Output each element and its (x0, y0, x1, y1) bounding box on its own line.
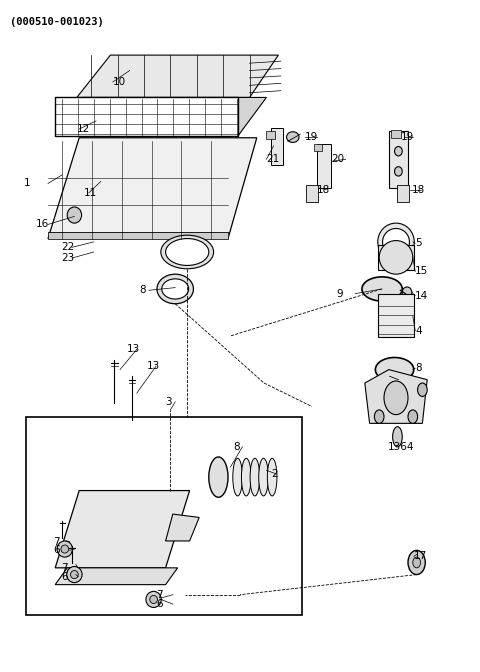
Polygon shape (166, 514, 199, 541)
Polygon shape (55, 568, 178, 585)
Text: 7: 7 (156, 590, 163, 599)
Ellipse shape (67, 207, 82, 223)
Text: 15: 15 (415, 267, 429, 276)
Text: 1: 1 (24, 179, 31, 188)
Polygon shape (55, 491, 190, 568)
Text: 8: 8 (139, 286, 146, 295)
Ellipse shape (161, 235, 214, 269)
Text: 16: 16 (36, 220, 49, 229)
Ellipse shape (241, 458, 251, 496)
Polygon shape (365, 370, 427, 423)
Ellipse shape (362, 277, 402, 301)
Text: 11: 11 (84, 188, 97, 198)
Text: 4: 4 (415, 326, 422, 335)
Text: 18: 18 (412, 185, 425, 194)
Bar (314, 144, 322, 151)
Ellipse shape (383, 228, 409, 255)
Ellipse shape (395, 167, 402, 176)
Text: 22: 22 (61, 243, 75, 252)
Text: (000510-001023): (000510-001023) (10, 17, 103, 27)
Ellipse shape (162, 279, 189, 299)
Text: 7: 7 (61, 563, 68, 573)
Ellipse shape (395, 146, 402, 156)
Ellipse shape (250, 458, 260, 496)
Text: 17: 17 (414, 552, 427, 561)
Ellipse shape (57, 541, 72, 557)
Polygon shape (48, 138, 257, 239)
Bar (378, 245, 414, 270)
Bar (55, 97, 238, 136)
Ellipse shape (408, 550, 425, 575)
Ellipse shape (378, 223, 414, 261)
Bar (271, 128, 283, 165)
Text: 14: 14 (415, 291, 429, 300)
Text: 7: 7 (53, 537, 60, 546)
Text: 18: 18 (317, 185, 330, 194)
Ellipse shape (374, 410, 384, 423)
Text: 13: 13 (127, 345, 141, 354)
Bar (48, 232, 228, 239)
Text: 10: 10 (113, 77, 126, 87)
Text: 6: 6 (61, 572, 68, 581)
Bar (26, 417, 302, 615)
Bar (317, 144, 331, 188)
Ellipse shape (146, 591, 161, 607)
Ellipse shape (402, 287, 412, 298)
Bar (397, 185, 409, 202)
Ellipse shape (71, 571, 78, 579)
Polygon shape (55, 97, 266, 136)
Ellipse shape (166, 239, 209, 265)
Polygon shape (77, 55, 278, 97)
Ellipse shape (418, 383, 427, 396)
Bar (389, 131, 408, 188)
Text: 19: 19 (305, 132, 318, 142)
Text: 5: 5 (415, 239, 422, 248)
Bar (391, 130, 401, 138)
Ellipse shape (61, 545, 69, 553)
Text: 13: 13 (146, 362, 160, 371)
Ellipse shape (150, 595, 157, 603)
Ellipse shape (375, 358, 414, 382)
Ellipse shape (157, 274, 193, 304)
Ellipse shape (413, 557, 420, 568)
Text: 12: 12 (77, 124, 90, 134)
Text: 6: 6 (53, 546, 60, 555)
Text: 3: 3 (166, 397, 172, 407)
Text: 9: 9 (336, 289, 343, 298)
Ellipse shape (384, 381, 408, 415)
Ellipse shape (393, 427, 402, 447)
Ellipse shape (408, 410, 418, 423)
Bar (306, 185, 318, 202)
Ellipse shape (233, 458, 242, 496)
Text: 2: 2 (271, 469, 278, 478)
Bar (378, 294, 414, 337)
Ellipse shape (287, 132, 299, 142)
Text: 8: 8 (415, 364, 422, 373)
Text: 21: 21 (266, 155, 280, 164)
Text: 23: 23 (61, 253, 75, 263)
Ellipse shape (379, 241, 413, 274)
Ellipse shape (259, 458, 268, 496)
Text: 6: 6 (156, 599, 163, 609)
Text: 20: 20 (331, 155, 344, 164)
Text: 8: 8 (233, 442, 240, 452)
Bar (266, 131, 275, 139)
Ellipse shape (267, 458, 277, 496)
Text: 19: 19 (401, 132, 414, 142)
Ellipse shape (209, 457, 228, 497)
Text: 1364: 1364 (388, 442, 414, 452)
Ellipse shape (67, 566, 82, 583)
